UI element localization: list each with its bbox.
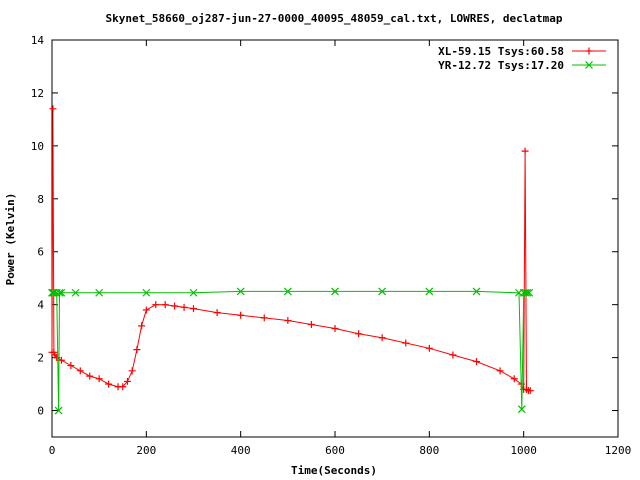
data-point <box>76 367 84 375</box>
data-point <box>307 321 315 329</box>
data-point <box>331 287 339 296</box>
data-point <box>525 288 534 297</box>
series-0 <box>48 105 534 395</box>
data-point <box>95 375 103 383</box>
data-point <box>133 346 141 354</box>
x-tick-label: 800 <box>419 444 439 457</box>
data-point <box>54 406 63 415</box>
data-point <box>355 330 363 338</box>
data-point <box>49 288 57 297</box>
data-point <box>526 387 534 395</box>
data-point <box>378 334 386 342</box>
series-layer <box>48 105 534 415</box>
data-point <box>71 288 80 297</box>
legend-marker <box>585 47 593 55</box>
y-axis-label: Power (Kelvin) <box>4 193 17 286</box>
data-point <box>425 287 434 296</box>
data-point <box>119 383 127 391</box>
data-point <box>189 288 198 297</box>
data-point <box>49 105 57 113</box>
x-tick-label: 600 <box>325 444 345 457</box>
data-point <box>284 317 292 325</box>
data-point <box>190 305 197 313</box>
data-point <box>142 288 151 297</box>
x-tick-label: 0 <box>49 444 56 457</box>
data-point <box>449 351 457 359</box>
x-tick-label: 1000 <box>510 444 537 457</box>
x-tick-label: 400 <box>231 444 251 457</box>
data-point <box>236 287 245 296</box>
data-point <box>105 380 113 388</box>
y-tick-label: 14 <box>31 34 45 47</box>
data-point <box>86 372 94 380</box>
data-point <box>521 147 529 155</box>
data-point <box>378 287 387 296</box>
data-point <box>331 324 339 332</box>
y-tick-label: 4 <box>37 299 44 312</box>
data-point <box>425 344 433 352</box>
y-tick-label: 2 <box>37 352 44 365</box>
chart-title: Skynet_58660_oj287-jun-27-0000_40095_480… <box>106 12 563 25</box>
y-tick-label: 12 <box>31 87 44 100</box>
plot-frame <box>51 39 619 438</box>
y-tick-label: 8 <box>37 193 44 206</box>
data-point <box>171 302 179 310</box>
data-point <box>95 288 104 297</box>
legend-entry-label: YR-12.72 Tsys:17.20 <box>438 59 564 72</box>
data-point <box>519 288 528 297</box>
data-point <box>213 309 221 317</box>
data-point <box>402 339 410 347</box>
data-point <box>283 287 292 296</box>
data-point <box>138 322 146 330</box>
x-axis-label: Time(Seconds) <box>291 464 377 477</box>
data-point <box>49 288 58 297</box>
series-line <box>51 108 531 392</box>
data-point <box>128 367 136 375</box>
y-tick-label: 10 <box>31 140 44 153</box>
data-point <box>496 367 504 375</box>
y-tick-label: 0 <box>37 405 44 418</box>
data-point <box>472 287 481 296</box>
data-point <box>521 288 530 297</box>
series-1 <box>48 287 534 415</box>
data-point <box>260 314 268 322</box>
data-point <box>123 377 131 385</box>
data-point <box>473 358 480 366</box>
x-tick-label: 200 <box>136 444 156 457</box>
data-point <box>510 375 518 383</box>
axis-ticks: 0 200 400 600 800 1000 1200 0 2 4 6 8 10 12 14 <box>31 34 632 457</box>
data-point <box>237 311 245 319</box>
data-point <box>161 301 169 309</box>
data-point <box>180 303 188 311</box>
data-point <box>55 288 64 297</box>
x-tick-label: 1200 <box>605 444 632 457</box>
data-point <box>142 306 150 314</box>
data-point <box>517 405 526 414</box>
data-point <box>57 288 66 297</box>
y-tick-label: 6 <box>37 246 44 259</box>
legend-entry-label: XL-59.15 Tsys:60.58 <box>438 45 564 58</box>
data-point <box>523 288 532 297</box>
data-point <box>152 301 160 309</box>
series-line <box>52 290 530 411</box>
data-point <box>67 362 75 370</box>
legend-marker <box>585 61 593 69</box>
